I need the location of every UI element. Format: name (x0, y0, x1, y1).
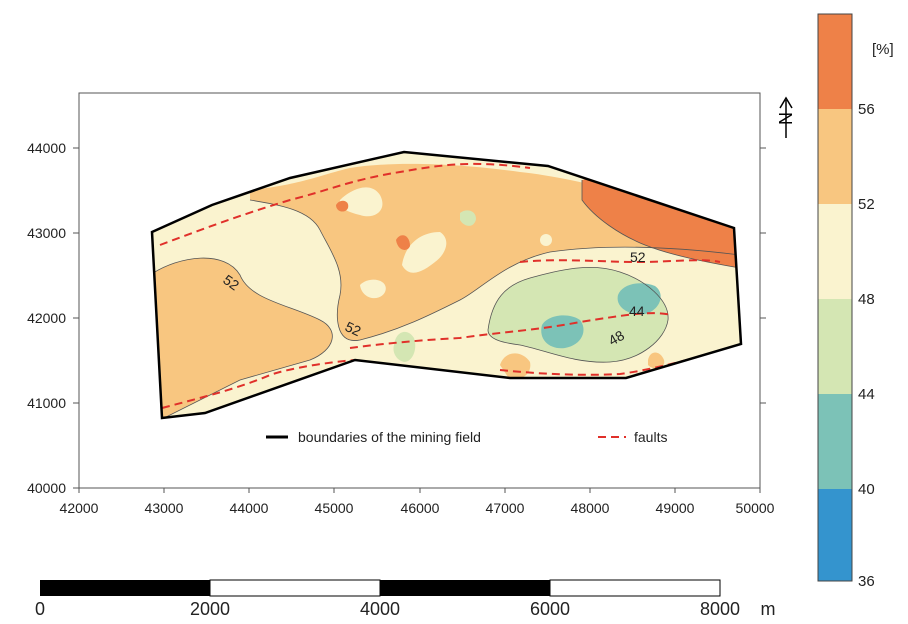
scale-label: 0 (35, 599, 45, 619)
colorbar-tick: 44 (858, 386, 875, 403)
colorbar-tick: 52 (858, 196, 875, 213)
north-arrow-icon: N (775, 96, 795, 138)
scale-segment (380, 580, 550, 596)
x-tick-label: 45000 (315, 500, 354, 516)
x-tick-label: 50000 (736, 500, 775, 516)
zone-hole-2 (402, 232, 447, 273)
contour-lines (152, 180, 741, 418)
x-tick-label: 46000 (401, 500, 440, 516)
fault-central (349, 312, 673, 349)
scale-unit: m (761, 599, 776, 619)
contour-line-central (249, 199, 741, 341)
colorbar-tick: 56 (858, 101, 875, 118)
scale-label: 8000 (700, 599, 740, 619)
colorbar-bin (818, 109, 852, 204)
colorbar-bin (818, 14, 852, 109)
x-tick-label: 43000 (145, 500, 184, 516)
zone-small-green-2 (393, 331, 416, 362)
zone-west-52-56 (152, 258, 333, 418)
colorbar-unit: [%] (872, 41, 894, 58)
zone-small-orange-south (500, 353, 531, 380)
mining-field-boundary (150, 150, 743, 420)
x-tick-label: 49000 (656, 500, 695, 516)
scale-labels: 0 2000 4000 6000 8000 m (35, 599, 776, 619)
contour-line-56 (581, 180, 741, 269)
zone-small-orange-east (648, 352, 665, 369)
contour-label: 52 (343, 318, 364, 339)
scale-segment (209, 579, 381, 597)
x-tick-label: 42000 (60, 500, 99, 516)
zone-56-plus (582, 170, 740, 268)
x-tick-label: 44000 (230, 500, 269, 516)
colorbar-bin (818, 204, 852, 299)
y-tick-label: 41000 (27, 395, 66, 411)
colorbar-ticks: 56 52 48 44 40 36 (858, 101, 875, 590)
zone-hole-3 (339, 187, 383, 217)
boundary-legend-label: boundaries of the mining field (298, 429, 481, 445)
scale-segment (40, 580, 210, 596)
scale-segment (549, 579, 721, 597)
x-tick-label: 47000 (486, 500, 525, 516)
colorbar-tick: 48 (858, 291, 875, 308)
north-label: N (775, 112, 795, 125)
scale-label: 4000 (360, 599, 400, 619)
fault-northeast (519, 259, 721, 264)
colorbar-tick: 36 (858, 573, 875, 590)
y-tick-label: 43000 (27, 225, 66, 241)
y-tick-label: 44000 (27, 140, 66, 156)
scale-label: 6000 (530, 599, 570, 619)
x-tick-label: 48000 (571, 500, 610, 516)
colorbar-bin (818, 394, 852, 489)
contour-line-west (152, 257, 333, 418)
zone-small-green (460, 210, 476, 226)
y-axis: 40000 41000 42000 43000 44000 (27, 140, 766, 496)
colorbar-bin (818, 299, 852, 394)
zone-hole-1 (360, 279, 386, 299)
zone-small-red-1 (336, 200, 349, 212)
scale-label: 2000 (190, 599, 230, 619)
zone-small-red-2 (396, 235, 410, 250)
colorbar-tick: 40 (858, 481, 875, 498)
map-legend: boundaries of the mining field faults (266, 429, 667, 445)
contour-label: 44 (629, 303, 645, 319)
contour-label: 48 (606, 327, 628, 349)
faults-legend-label: faults (634, 429, 667, 445)
zone-hole-4 (540, 234, 552, 246)
colorbar-frame (817, 13, 853, 582)
zone-40-44-b (617, 283, 661, 315)
y-tick-label: 40000 (27, 480, 66, 496)
fault-southwest (161, 359, 356, 409)
colorbar-bin (818, 489, 852, 581)
x-axis: 42000 43000 44000 45000 46000 47000 4800… (60, 488, 775, 516)
y-tick-label: 42000 (27, 310, 66, 326)
colorbar: [%] 56 52 48 44 40 36 (817, 13, 894, 590)
scale-bar: 0 2000 4000 6000 8000 m (35, 579, 776, 619)
contour-label: 52 (630, 249, 646, 265)
contour-line-48 (487, 266, 669, 363)
